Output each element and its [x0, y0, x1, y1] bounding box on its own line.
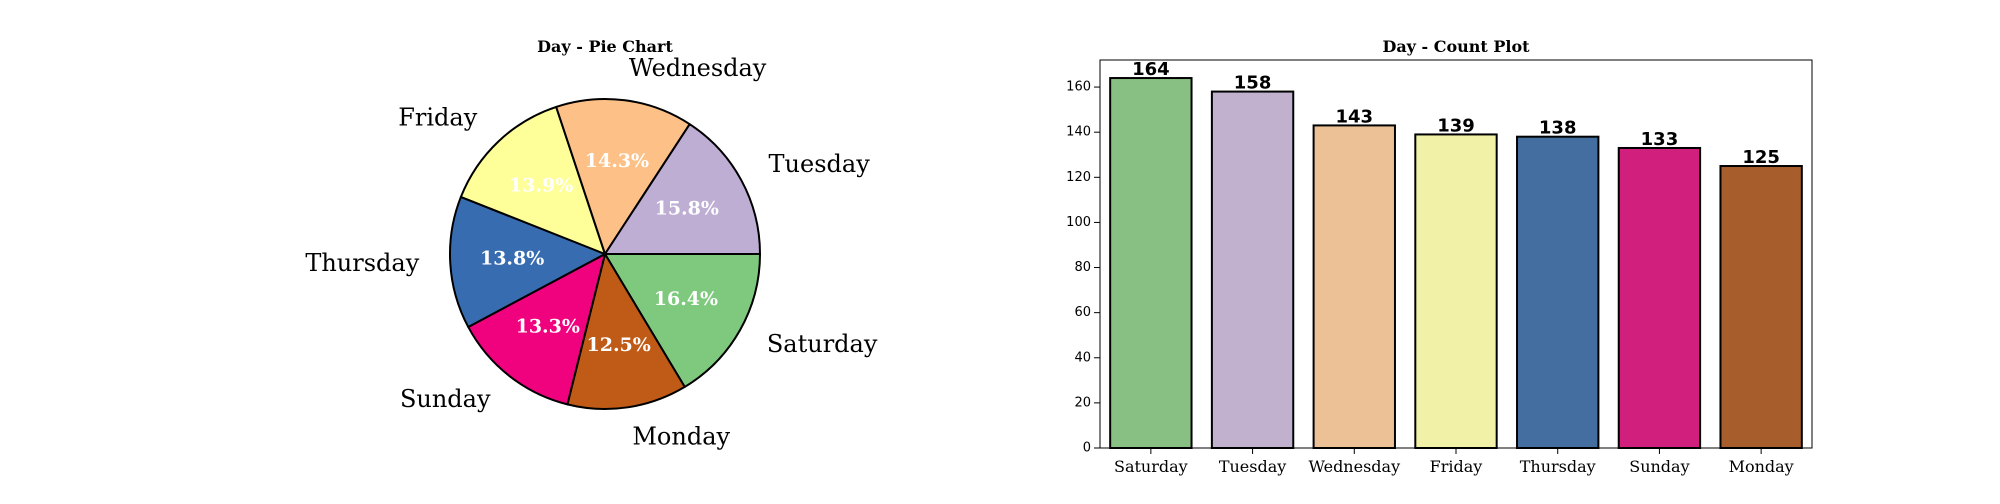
bar-value-label-thursday: 138 — [1539, 118, 1577, 139]
pie-slice-wednesday — [555, 98, 691, 255]
y-tick-label: 60 — [1074, 305, 1091, 320]
bar-value-label-saturday: 164 — [1132, 59, 1170, 80]
bar-chart-title: Day - Count Plot — [1382, 37, 1530, 56]
bar-value-label-monday: 125 — [1742, 147, 1780, 168]
pie-slice-thursday — [449, 195, 606, 328]
bar-labels: 164 Saturday 158 Tuesday 143 Wednesday 139 Frid… — [1114, 59, 1794, 476]
pie-percent-label-friday: 13.9% — [509, 174, 573, 196]
pie-category-label-friday: Friday — [398, 103, 477, 131]
pie-percent-label-wednesday: 14.3% — [585, 150, 649, 172]
pie-category-label-monday: Monday — [632, 422, 730, 450]
y-tick-label: 80 — [1074, 260, 1091, 275]
bar-value-label-wednesday: 143 — [1336, 106, 1374, 127]
bar-axes: 0 20 40 60 80 100 120 140 160 — [1066, 59, 1813, 456]
bar-sunday — [1617, 146, 1702, 449]
x-tick-label-saturday: Saturday — [1114, 457, 1188, 476]
bar-tuesday — [1210, 90, 1295, 450]
pie-labels: 16.4% Saturday 12.5% Monday 13.3% Sunday 13.8%… — [305, 54, 877, 450]
bar-chart: Day - Count Plot 0 20 40 60 80 100 120 140 160 1… — [1066, 37, 1813, 476]
y-tick-label: 160 — [1066, 80, 1091, 95]
pie-category-label-tuesday: Tuesday — [769, 150, 871, 178]
pie-chart: Day - Pie Chart 16.4% Saturday 12.5% Monday… — [305, 37, 877, 450]
y-tick-label: 100 — [1066, 215, 1091, 230]
x-tick-label-tuesday: Tuesday — [1219, 457, 1286, 476]
y-tick-label: 20 — [1074, 395, 1091, 410]
bar-value-label-tuesday: 158 — [1234, 73, 1272, 94]
pie-chart-title: Day - Pie Chart — [537, 37, 673, 56]
bar-friday — [1414, 133, 1498, 449]
bar-thursday — [1516, 135, 1600, 449]
y-tick-label: 140 — [1066, 125, 1091, 140]
x-tick-label-thursday: Thursday — [1520, 457, 1596, 476]
bar-monday — [1719, 165, 1803, 450]
pie-percent-label-tuesday: 15.8% — [655, 198, 719, 220]
pie-category-label-sunday: Sunday — [400, 385, 491, 413]
bar-wednesday — [1312, 124, 1396, 449]
pie-slice-saturday — [604, 253, 761, 388]
bar-saturday — [1109, 77, 1193, 450]
pie-slices — [449, 98, 761, 410]
bar-value-label-friday: 139 — [1437, 115, 1475, 136]
x-tick-label-friday: Friday — [1430, 457, 1483, 476]
pie-percent-label-monday: 12.5% — [587, 334, 651, 356]
pie-percent-label-saturday: 16.4% — [654, 288, 718, 310]
pie-slice-friday — [459, 105, 606, 255]
pie-category-label-wednesday: Wednesday — [629, 54, 767, 82]
x-tick-label-monday: Monday — [1729, 457, 1794, 476]
bar-value-label-sunday: 133 — [1641, 129, 1679, 150]
y-tick-label: 40 — [1074, 350, 1091, 365]
y-tick-label: 120 — [1066, 170, 1091, 185]
x-tick-label-sunday: Sunday — [1629, 457, 1689, 476]
y-tick-label: 0 — [1083, 441, 1091, 456]
x-tick-label-wednesday: Wednesday — [1308, 457, 1400, 476]
pie-slice-monday — [566, 253, 686, 410]
pie-category-label-saturday: Saturday — [767, 330, 878, 358]
pie-percent-label-thursday: 13.8% — [480, 247, 544, 269]
pie-category-label-thursday: Thursday — [305, 249, 419, 277]
bar-bars — [1109, 77, 1803, 450]
pie-slice-sunday — [467, 253, 606, 406]
pie-slice-tuesday — [604, 123, 761, 255]
pie-percent-label-sunday: 13.3% — [516, 315, 580, 337]
